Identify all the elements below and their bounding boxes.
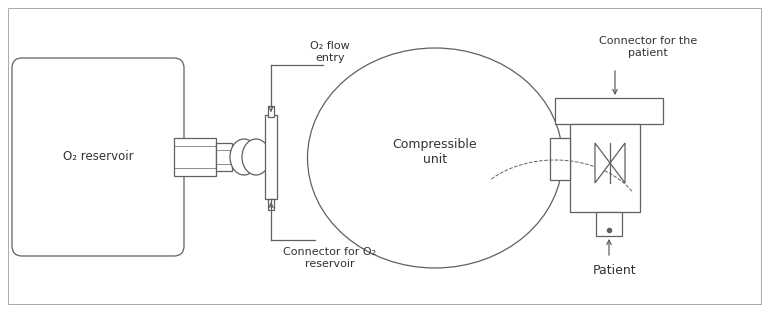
Polygon shape	[610, 143, 625, 183]
FancyBboxPatch shape	[12, 58, 184, 256]
Text: Compressible
unit: Compressible unit	[393, 138, 478, 166]
Bar	[268, 106, 274, 117]
Text: Connector for the
patient: Connector for the patient	[599, 36, 697, 58]
Text: O₂ flow
entry: O₂ flow entry	[310, 41, 350, 63]
Bar	[570, 124, 640, 212]
Bar	[216, 143, 232, 171]
Polygon shape	[595, 143, 610, 183]
Bar	[550, 138, 570, 180]
Bar	[265, 115, 277, 199]
Bar	[268, 199, 274, 210]
Bar	[555, 98, 663, 124]
Ellipse shape	[308, 48, 562, 268]
Ellipse shape	[230, 139, 258, 175]
Bar	[174, 138, 216, 176]
Text: Connector for O₂
reservoir: Connector for O₂ reservoir	[284, 247, 377, 269]
Ellipse shape	[242, 139, 270, 175]
Bar	[596, 212, 622, 236]
Text: Patient: Patient	[593, 264, 637, 276]
Text: O₂ reservoir: O₂ reservoir	[63, 150, 133, 163]
